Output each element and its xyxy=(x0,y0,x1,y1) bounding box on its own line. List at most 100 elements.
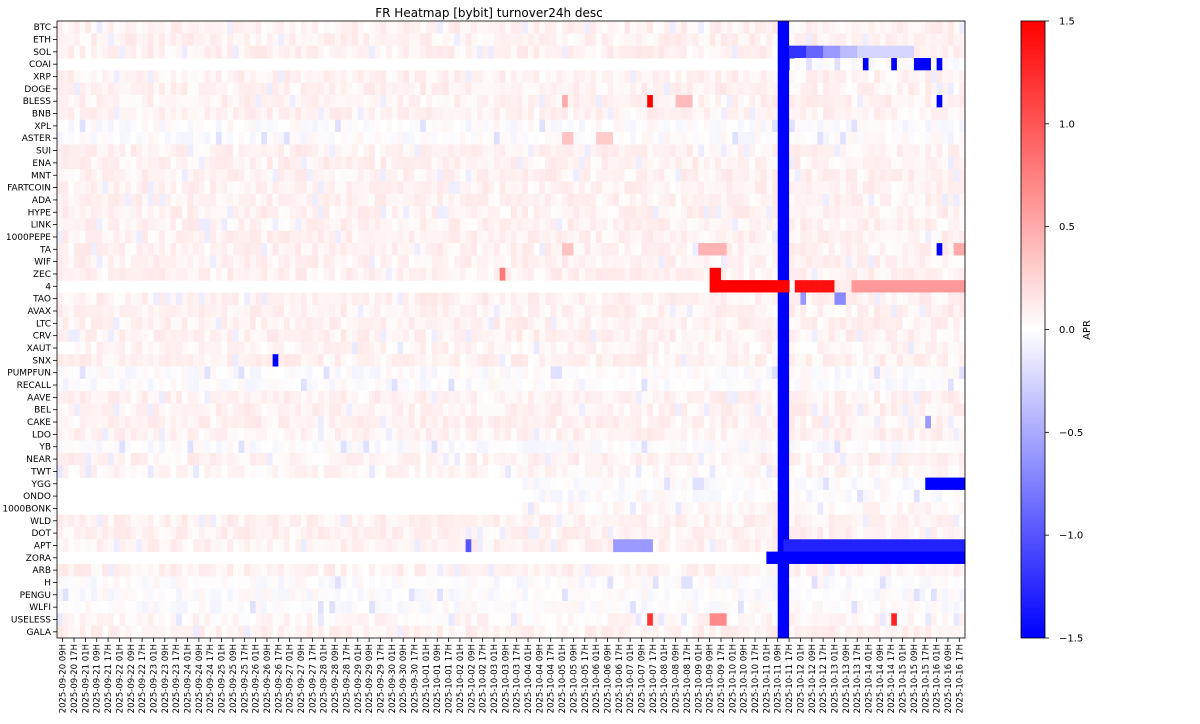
heatmap-cell xyxy=(261,21,268,34)
heatmap-cell xyxy=(329,391,336,405)
heatmap-cell xyxy=(607,82,614,96)
heatmap-cell xyxy=(601,82,608,96)
heatmap-cell xyxy=(57,193,64,207)
heatmap-cell xyxy=(936,218,943,232)
heatmap-cell xyxy=(442,95,450,108)
heatmap-cell xyxy=(942,378,949,392)
heatmap-cell xyxy=(817,58,824,71)
heatmap-cell xyxy=(777,144,784,158)
heatmap-cell xyxy=(403,267,410,281)
heatmap-cell xyxy=(295,169,302,182)
heatmap-cell xyxy=(232,230,240,244)
heatmap-cell xyxy=(635,95,643,108)
heatmap-cell xyxy=(919,107,926,121)
heatmap-cell xyxy=(749,45,756,59)
heatmap-cell xyxy=(476,304,484,318)
heatmap-cell xyxy=(74,218,81,232)
heatmap-cell xyxy=(669,341,677,355)
heatmap-cell xyxy=(681,317,688,330)
heatmap-cell xyxy=(522,329,529,343)
heatmap-cell xyxy=(743,206,750,219)
heatmap-cell xyxy=(408,206,416,219)
heatmap-cell xyxy=(743,329,750,343)
heatmap-cell xyxy=(142,378,149,392)
heatmap-cell xyxy=(698,181,705,195)
heatmap-cell xyxy=(845,267,852,281)
heatmap-cell xyxy=(198,292,206,306)
heatmap-cell xyxy=(936,292,943,306)
heatmap-cell xyxy=(528,415,535,429)
heatmap-cell xyxy=(386,45,393,59)
heatmap-cell xyxy=(913,218,921,232)
heatmap-cell xyxy=(227,391,234,405)
heatmap-cell xyxy=(811,193,818,207)
heatmap-cell xyxy=(516,255,523,269)
heatmap-cell xyxy=(896,193,904,207)
heatmap-cell xyxy=(448,218,455,232)
heatmap-cell xyxy=(862,391,870,405)
heatmap-cell xyxy=(369,107,376,121)
heatmap-cell xyxy=(113,181,120,195)
heatmap-cell xyxy=(312,230,319,244)
heatmap-cell xyxy=(686,354,694,368)
heatmap-cell xyxy=(261,366,268,380)
heatmap-cell xyxy=(238,107,245,121)
heatmap-cell xyxy=(323,391,330,405)
heatmap-cell xyxy=(232,329,240,343)
heatmap-cell xyxy=(624,255,631,269)
heatmap-cell xyxy=(425,230,433,244)
heatmap-cell xyxy=(391,45,398,59)
heatmap-cell xyxy=(698,95,705,108)
heatmap-cell xyxy=(119,230,126,244)
heatmap-cell xyxy=(386,292,393,306)
heatmap-cell xyxy=(454,292,461,306)
heatmap-cell xyxy=(902,341,909,355)
heatmap-cell xyxy=(318,156,325,170)
heatmap-cell xyxy=(755,243,762,256)
heatmap-cell xyxy=(459,33,467,47)
heatmap-cell xyxy=(573,206,580,219)
heatmap-cell xyxy=(522,144,529,158)
heatmap-cell xyxy=(119,304,126,318)
heatmap-cell xyxy=(289,366,296,380)
heatmap-cell xyxy=(414,156,421,170)
heatmap-cell xyxy=(783,366,790,380)
heatmap-cell xyxy=(885,292,892,306)
heatmap-cell xyxy=(391,82,398,96)
heatmap-cell xyxy=(709,169,716,182)
heatmap-cell xyxy=(686,415,694,429)
heatmap-cell xyxy=(221,415,228,429)
heatmap-cell xyxy=(255,366,262,380)
heatmap-cell xyxy=(601,156,608,170)
heatmap-cell xyxy=(306,391,313,405)
heatmap-cell xyxy=(777,280,784,293)
heatmap-cell xyxy=(193,292,200,306)
heatmap-cell xyxy=(573,391,580,405)
heatmap-cell xyxy=(102,193,109,207)
heatmap-cell xyxy=(57,415,64,429)
heatmap-cell xyxy=(800,304,807,318)
heatmap-cell xyxy=(817,107,824,121)
heatmap-cell xyxy=(908,255,915,269)
heatmap-cell xyxy=(62,403,69,417)
heatmap-cell xyxy=(817,230,824,244)
heatmap-cell xyxy=(896,255,904,269)
heatmap-cell xyxy=(828,58,835,71)
heatmap-cell xyxy=(312,341,319,355)
heatmap-cell xyxy=(930,230,938,244)
heatmap-cell xyxy=(329,33,336,47)
heatmap-cell xyxy=(601,206,608,219)
heatmap-cell xyxy=(919,329,926,343)
heatmap-cell xyxy=(885,45,892,59)
heatmap-cell xyxy=(811,45,818,59)
heatmap-cell xyxy=(198,45,206,59)
heatmap-cell xyxy=(840,403,847,417)
heatmap-cell xyxy=(278,341,285,355)
heatmap-cell xyxy=(953,280,960,293)
heatmap-cell xyxy=(289,206,296,219)
heatmap-cell xyxy=(210,169,217,182)
heatmap-cell xyxy=(766,267,773,281)
heatmap-cell xyxy=(635,304,643,318)
heatmap-cell xyxy=(329,341,336,355)
heatmap-cell xyxy=(369,304,376,318)
